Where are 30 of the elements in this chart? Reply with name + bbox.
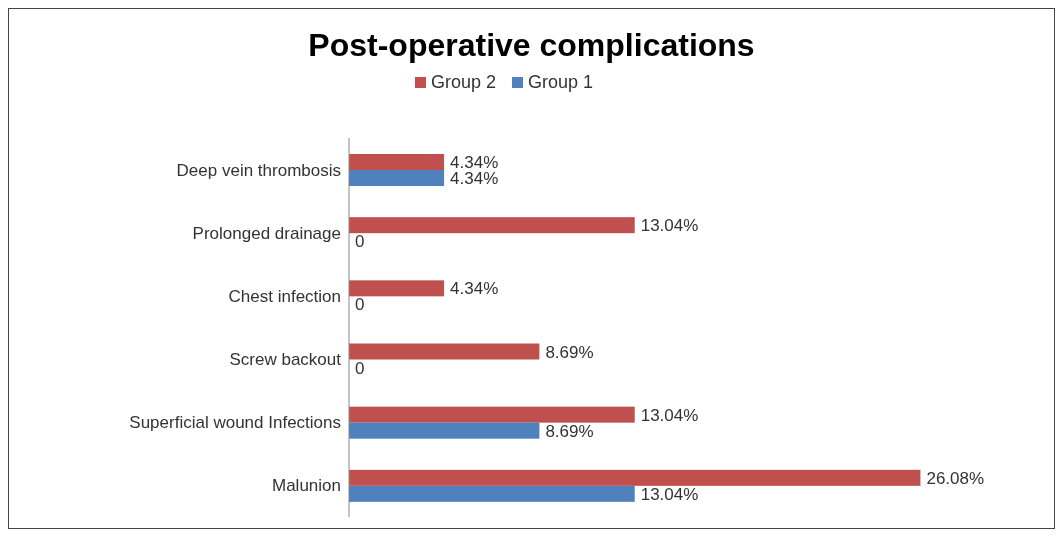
bar <box>349 280 445 297</box>
data-label: 26.08% <box>926 468 985 488</box>
y-tick-label: Chest infection <box>228 286 341 306</box>
y-tick-label: Prolonged drainage <box>192 223 341 243</box>
data-label: 0 <box>355 358 365 378</box>
bar <box>349 422 540 439</box>
y-tick-label: Malunion <box>272 476 341 496</box>
bar <box>349 485 635 502</box>
data-label: 4.34% <box>450 153 499 172</box>
data-label: 0 <box>355 232 365 252</box>
y-tick-label: Deep vein thrombosis <box>176 160 341 180</box>
data-label: 4.34% <box>450 279 499 299</box>
data-label: 8.69% <box>545 421 594 441</box>
bar <box>349 343 540 360</box>
bar <box>349 154 445 170</box>
legend-label: Group 1 <box>527 72 594 93</box>
chart-title: Post-operative complications <box>308 27 755 63</box>
data-label: 4.34% <box>450 169 499 188</box>
bar <box>349 469 921 486</box>
bar <box>349 170 445 186</box>
data-label: 13.04% <box>640 405 699 425</box>
bar <box>349 217 635 234</box>
data-label: 8.69% <box>545 342 594 362</box>
y-tick-label: Screw backout <box>229 350 342 370</box>
legend-label: Group 2 <box>429 72 496 93</box>
y-tick-label: Superficial wound Infections <box>129 413 341 433</box>
data-label: 13.04% <box>640 216 699 236</box>
data-label: 13.04% <box>640 484 699 504</box>
data-label: 0 <box>355 295 365 315</box>
bar <box>349 406 635 423</box>
